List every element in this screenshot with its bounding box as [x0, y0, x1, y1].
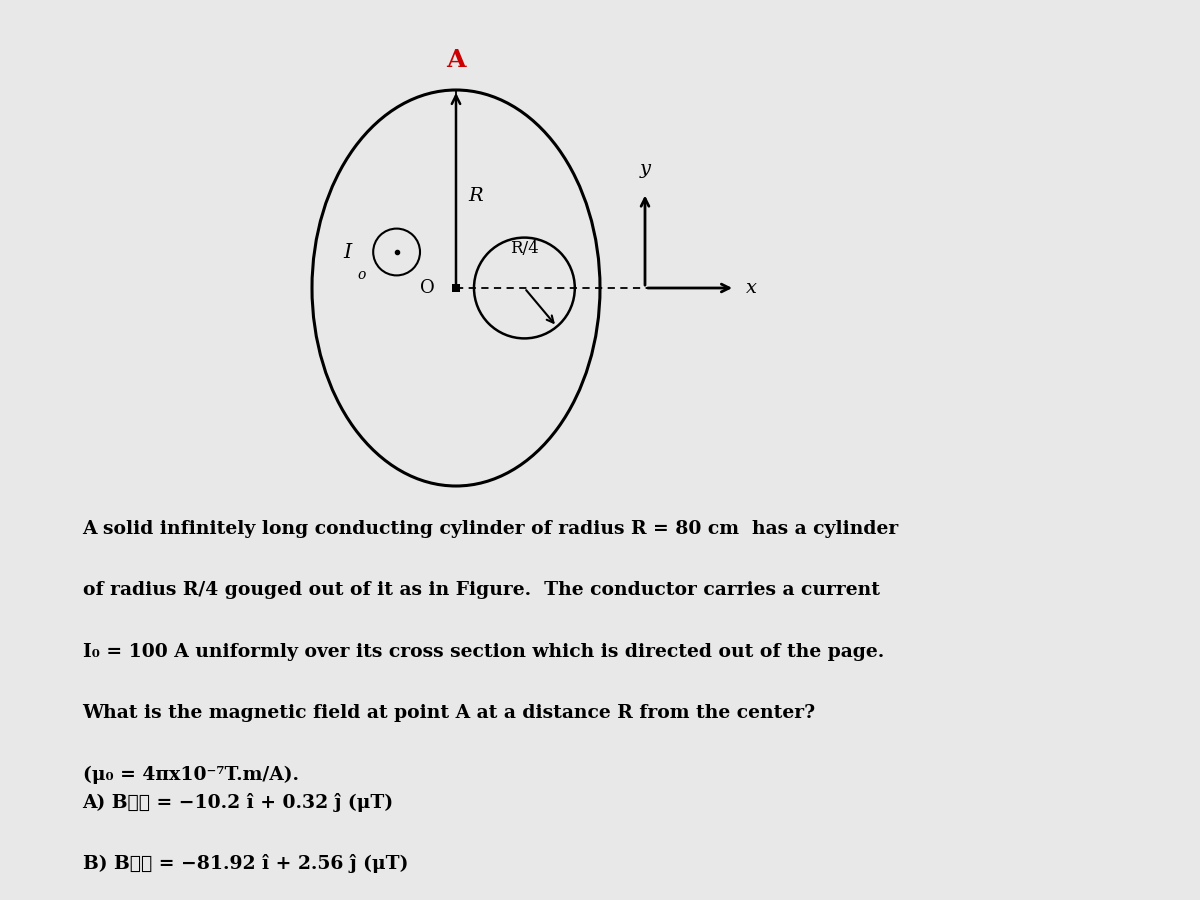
Bar [452, 284, 460, 292]
Text: I₀ = 100 A uniformly over its cross section which is directed out of the page.: I₀ = 100 A uniformly over its cross sect… [83, 643, 884, 661]
Text: (μ₀ = 4πx10⁻⁷T.m/A).: (μ₀ = 4πx10⁻⁷T.m/A). [83, 765, 299, 784]
Text: R/4: R/4 [510, 240, 539, 257]
Text: of radius R/4 gouged out of it as in Figure.  The conductor carries a current: of radius R/4 gouged out of it as in Fig… [83, 581, 880, 599]
Text: I: I [343, 242, 352, 262]
Text: What is the magnetic field at point A at a distance R from the center?: What is the magnetic field at point A at… [83, 704, 816, 722]
Text: o: o [358, 268, 365, 283]
Text: A solid infinitely long conducting cylinder of radius R = 80 cm  has a cylinder: A solid infinitely long conducting cylin… [83, 520, 899, 538]
Text: A: A [446, 48, 466, 72]
Text: y: y [640, 160, 650, 178]
Text: R: R [468, 187, 484, 205]
Text: B) B⃗⁁ = −81.92 î + 2.56 ĵ (μT): B) B⃗⁁ = −81.92 î + 2.56 ĵ (μT) [83, 854, 408, 874]
Text: x: x [746, 279, 757, 297]
Text: A) B⃗⁁ = −10.2 î + 0.32 ĵ (μT): A) B⃗⁁ = −10.2 î + 0.32 ĵ (μT) [83, 793, 394, 812]
Text: O: O [420, 279, 434, 297]
